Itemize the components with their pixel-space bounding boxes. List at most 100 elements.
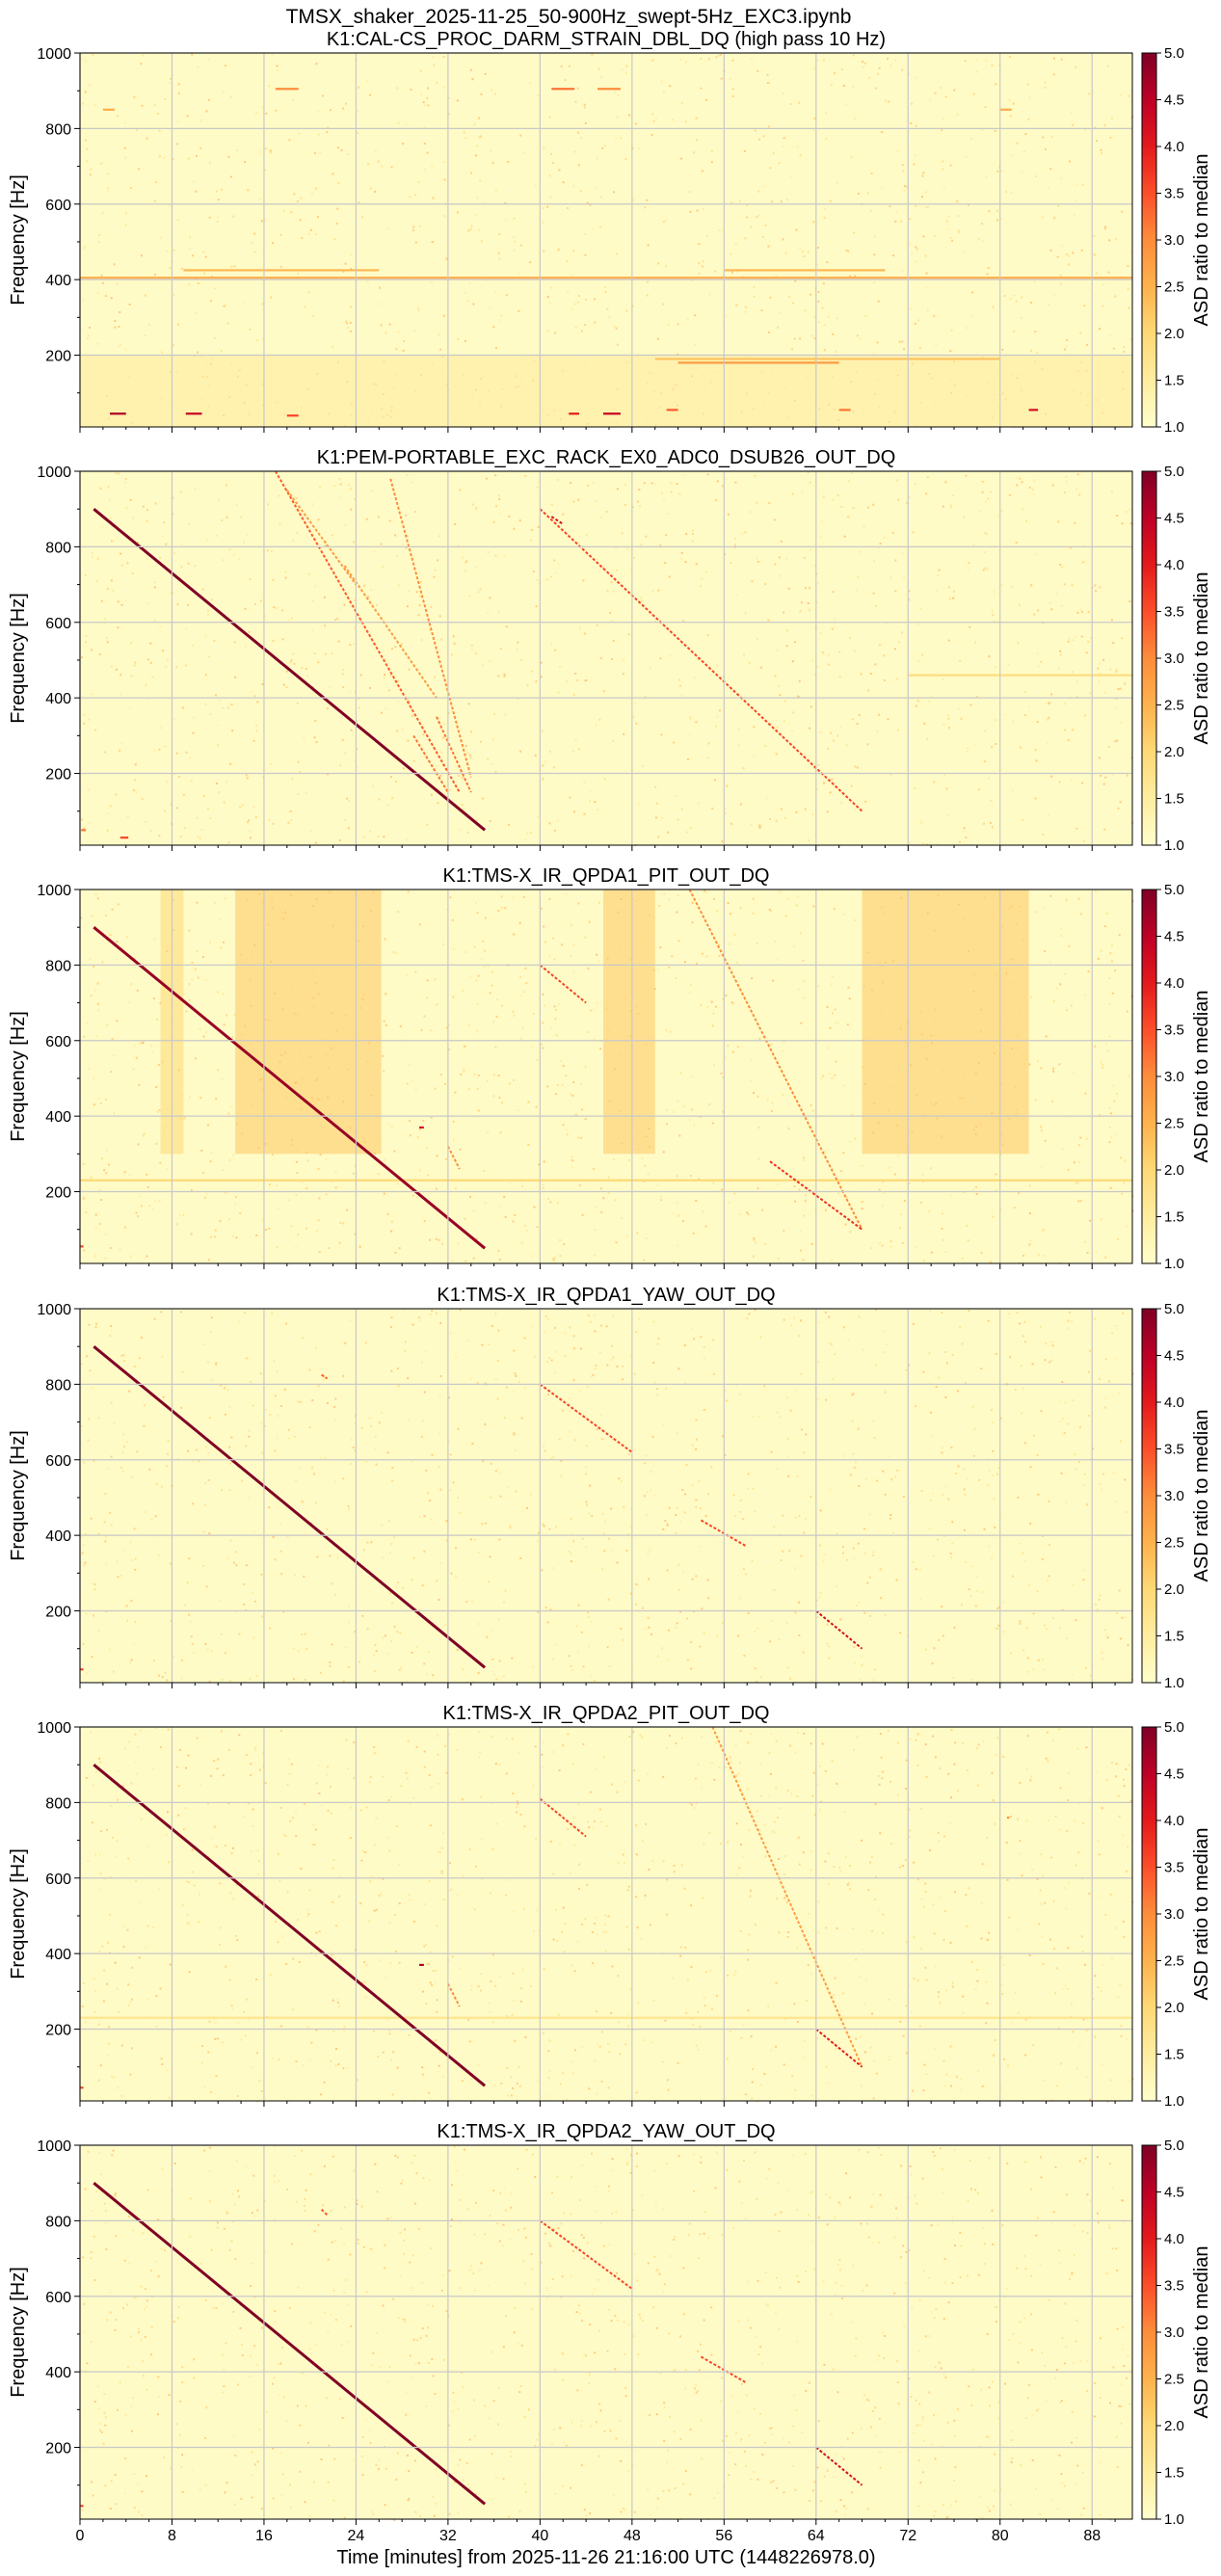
noise-speck	[922, 842, 924, 844]
noise-speck	[857, 766, 859, 769]
noise-speck	[802, 1214, 805, 1217]
noise-speck	[113, 1421, 116, 1424]
noise-speck	[173, 294, 175, 296]
noise-speck	[377, 835, 380, 837]
noise-speck	[445, 257, 448, 260]
noise-speck	[559, 1255, 562, 1258]
noise-speck	[224, 304, 226, 306]
noise-speck	[1121, 1192, 1124, 1195]
noise-speck	[419, 923, 421, 926]
noise-speck	[1096, 1608, 1099, 1611]
noise-speck	[632, 199, 635, 201]
noise-speck	[543, 250, 545, 252]
noise-speck	[747, 1473, 750, 1475]
noise-speck	[451, 1260, 454, 1262]
noise-speck	[975, 70, 978, 73]
noise-speck	[512, 1433, 515, 1436]
noise-speck	[725, 478, 728, 481]
noise-speck	[192, 1459, 195, 1462]
noise-speck	[462, 990, 465, 993]
noise-speck	[331, 534, 333, 537]
noise-speck	[1071, 1673, 1074, 1676]
noise-speck	[710, 149, 713, 152]
noise-speck	[467, 703, 470, 705]
noise-speck	[702, 1210, 704, 1213]
noise-speck	[298, 1467, 301, 1470]
noise-speck	[203, 1196, 206, 1199]
y-tick-label: 600	[45, 616, 71, 632]
noise-speck	[888, 1998, 890, 2001]
noise-speck	[378, 798, 381, 801]
noise-speck	[574, 1113, 577, 1116]
noise-speck	[949, 236, 952, 239]
noise-speck	[1059, 983, 1062, 986]
noise-speck	[969, 704, 972, 706]
noise-speck	[333, 238, 336, 241]
noise-speck	[703, 1409, 705, 1411]
noise-speck	[786, 1438, 789, 1441]
noise-speck	[656, 969, 659, 971]
noise-speck	[786, 629, 789, 632]
noise-speck	[840, 68, 843, 70]
noise-speck	[222, 706, 225, 709]
noise-speck	[783, 1318, 785, 1321]
noise-speck	[819, 536, 822, 539]
noise-speck	[540, 907, 543, 910]
noise-speck	[125, 507, 128, 510]
noise-speck	[992, 1215, 995, 1218]
noise-speck	[507, 161, 510, 163]
noise-speck	[228, 1158, 231, 1161]
noise-speck	[1065, 344, 1068, 347]
noise-speck	[727, 1045, 730, 1048]
noise-speck	[854, 1137, 857, 1140]
noise-speck	[898, 641, 901, 644]
noise-speck	[252, 1530, 255, 1533]
noise-speck	[1024, 133, 1027, 136]
noise-speck	[390, 166, 393, 169]
noise-speck	[690, 1966, 693, 1968]
noise-speck	[169, 82, 171, 85]
noise-speck	[693, 1124, 696, 1127]
noise-speck	[146, 1173, 148, 1176]
noise-speck	[268, 1183, 271, 1186]
noise-speck	[393, 1626, 396, 1628]
noise-speck	[484, 916, 487, 919]
noise-speck	[412, 226, 415, 228]
noise-speck	[542, 778, 544, 781]
noise-speck	[779, 694, 782, 697]
noise-speck	[1013, 294, 1016, 297]
noise-speck	[227, 841, 230, 844]
noise-speck	[570, 1664, 572, 1667]
noise-speck	[378, 1421, 381, 1424]
noise-speck	[317, 661, 320, 664]
noise-speck	[1046, 1628, 1048, 1631]
noise-speck	[1100, 1218, 1102, 1221]
noise-speck	[963, 1468, 966, 1471]
noise-speck	[615, 546, 618, 549]
noise-speck	[253, 232, 256, 235]
noise-speck	[543, 1445, 545, 1447]
noise-speck	[957, 215, 960, 217]
noise-speck	[410, 89, 412, 91]
noise-speck	[154, 273, 156, 276]
noise-speck	[785, 1396, 788, 1399]
noise-speck	[217, 1069, 219, 1072]
noise-speck	[111, 525, 114, 528]
noise-speck	[737, 1634, 739, 1637]
noise-speck	[908, 1364, 911, 1367]
noise-speck	[406, 473, 409, 476]
colorbar-label: ASD ratio to median	[1191, 991, 1212, 1163]
noise-speck	[652, 1362, 655, 1364]
noise-speck	[271, 1312, 274, 1315]
noise-speck	[180, 1677, 183, 1680]
noise-speck	[995, 83, 997, 86]
noise-speck	[1105, 913, 1108, 915]
noise-speck	[464, 291, 466, 294]
noise-speck	[624, 158, 627, 161]
noise-speck	[296, 1171, 299, 1174]
noise-speck	[729, 943, 731, 945]
noise-speck	[348, 799, 351, 802]
colorbar-tick-label: 2.5	[1164, 698, 1184, 714]
noise-speck	[1123, 346, 1126, 349]
noise-speck	[179, 1748, 181, 1751]
